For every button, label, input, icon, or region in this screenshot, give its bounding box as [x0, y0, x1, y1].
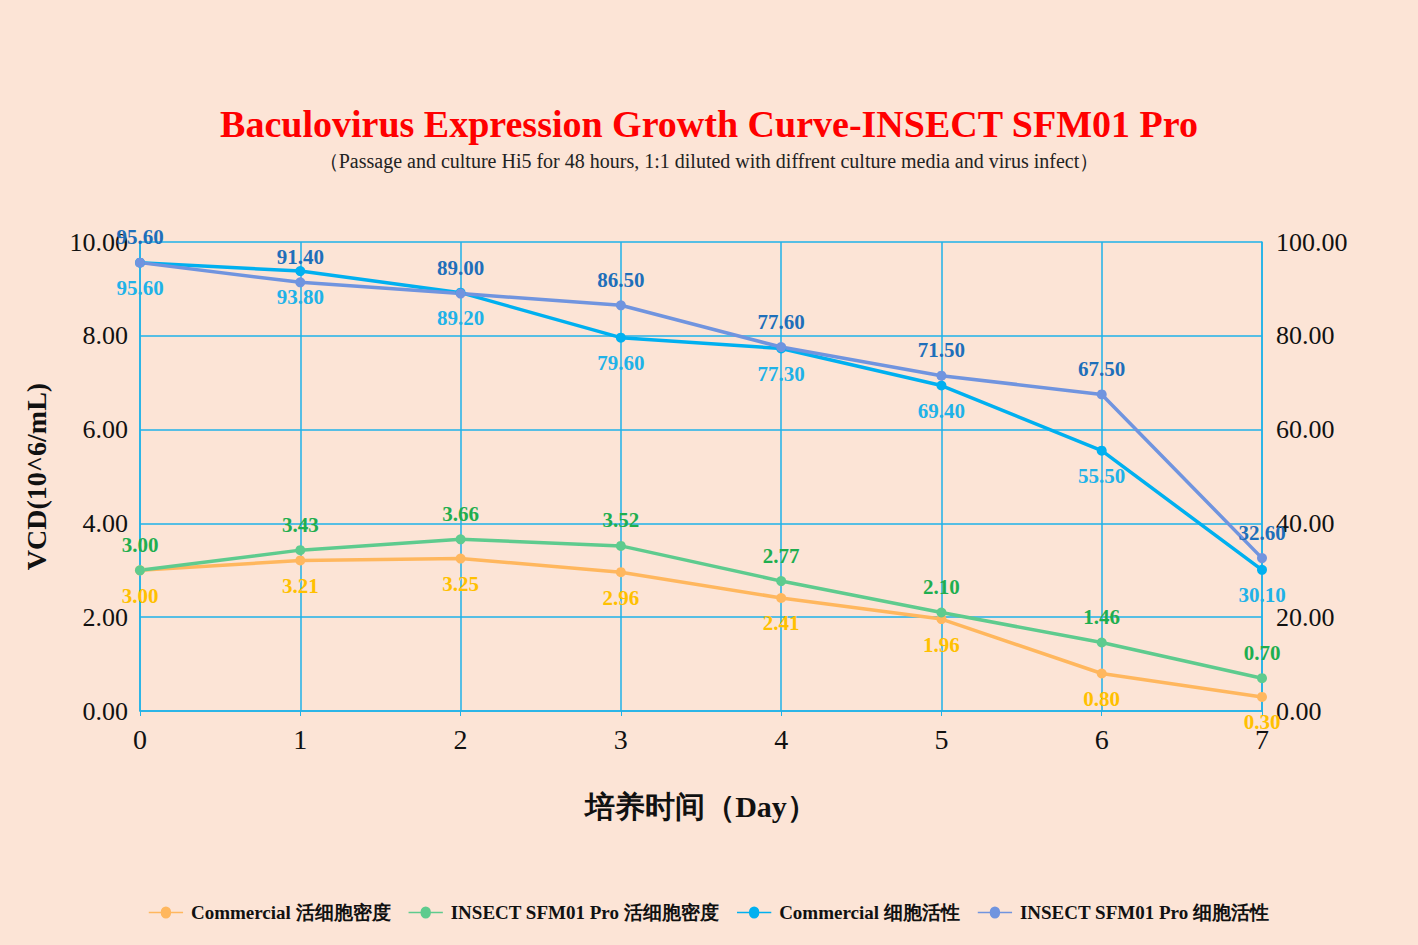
svg-text:93.80: 93.80: [277, 285, 324, 309]
svg-text:91.40: 91.40: [277, 245, 324, 269]
svg-text:5: 5: [934, 724, 948, 755]
svg-text:2.00: 2.00: [82, 602, 128, 632]
svg-text:0.00: 0.00: [1276, 697, 1322, 726]
svg-text:3.43: 3.43: [282, 513, 319, 537]
svg-text:40.00: 40.00: [1276, 508, 1335, 538]
svg-text:95.60: 95.60: [116, 276, 163, 300]
svg-text:4.00: 4.00: [82, 508, 128, 538]
svg-text:6: 6: [1095, 724, 1109, 755]
svg-text:1: 1: [293, 724, 307, 755]
svg-text:20.00: 20.00: [1276, 602, 1335, 632]
svg-text:32.60: 32.60: [1238, 521, 1285, 545]
svg-text:2.41: 2.41: [763, 611, 800, 635]
svg-text:60.00: 60.00: [1276, 415, 1335, 444]
svg-text:1.96: 1.96: [923, 633, 960, 657]
svg-text:VCD(10^6/mL): VCD(10^6/mL): [21, 383, 52, 570]
svg-text:55.50: 55.50: [1078, 464, 1125, 488]
svg-text:3: 3: [614, 724, 628, 755]
svg-text:0.80: 0.80: [1083, 687, 1120, 711]
svg-text:67.50: 67.50: [1078, 357, 1125, 381]
svg-text:1.46: 1.46: [1083, 605, 1120, 629]
svg-text:培养时间（Day）: 培养时间（Day）: [583, 790, 817, 823]
svg-text:4: 4: [774, 724, 788, 755]
svg-text:INSECT SFM01 Pro 细胞活性: INSECT SFM01 Pro 细胞活性: [1020, 902, 1269, 923]
svg-text:Commercial 活细胞密度: Commercial 活细胞密度: [191, 902, 391, 923]
svg-text:86.50: 86.50: [597, 268, 644, 292]
svg-text:（Passage and culture Hi5 for 4: （Passage and culture Hi5 for 48 hours, 1…: [319, 150, 1100, 173]
svg-text:8.00: 8.00: [83, 321, 129, 350]
svg-text:3.21: 3.21: [282, 574, 319, 598]
svg-text:3.00: 3.00: [122, 533, 159, 557]
svg-text:3.25: 3.25: [442, 572, 479, 596]
svg-text:6.00: 6.00: [83, 415, 129, 444]
svg-text:Baculovirus Expression Growth: Baculovirus Expression Growth Curve-INSE…: [220, 103, 1198, 145]
svg-text:7: 7: [1255, 723, 1269, 755]
svg-text:10.00: 10.00: [69, 227, 128, 257]
svg-text:0.00: 0.00: [83, 697, 129, 726]
svg-text:80.00: 80.00: [1276, 321, 1335, 350]
svg-text:89.20: 89.20: [437, 306, 484, 330]
svg-text:71.50: 71.50: [918, 338, 965, 362]
svg-text:2: 2: [454, 724, 468, 755]
svg-text:3.00: 3.00: [122, 584, 159, 608]
svg-text:3.52: 3.52: [602, 508, 639, 532]
svg-text:100.00: 100.00: [1276, 228, 1348, 257]
svg-text:0: 0: [133, 724, 147, 755]
svg-text:3.66: 3.66: [442, 502, 479, 526]
svg-text:0.30: 0.30: [1244, 710, 1281, 734]
svg-text:0.70: 0.70: [1244, 641, 1281, 665]
svg-text:2.96: 2.96: [602, 586, 639, 610]
svg-text:77.30: 77.30: [758, 362, 805, 386]
svg-text:79.60: 79.60: [597, 351, 644, 375]
svg-text:69.40: 69.40: [918, 399, 965, 423]
svg-text:95.60: 95.60: [116, 225, 163, 249]
svg-text:INSECT SFM01 Pro 活细胞密度: INSECT SFM01 Pro 活细胞密度: [451, 902, 719, 923]
svg-text:30.10: 30.10: [1238, 583, 1285, 607]
svg-text:2.77: 2.77: [763, 544, 800, 568]
svg-text:2.10: 2.10: [923, 575, 960, 599]
svg-text:89.00: 89.00: [437, 256, 484, 280]
svg-text:77.60: 77.60: [758, 310, 805, 334]
svg-text:Commercial 细胞活性: Commercial 细胞活性: [779, 902, 960, 923]
